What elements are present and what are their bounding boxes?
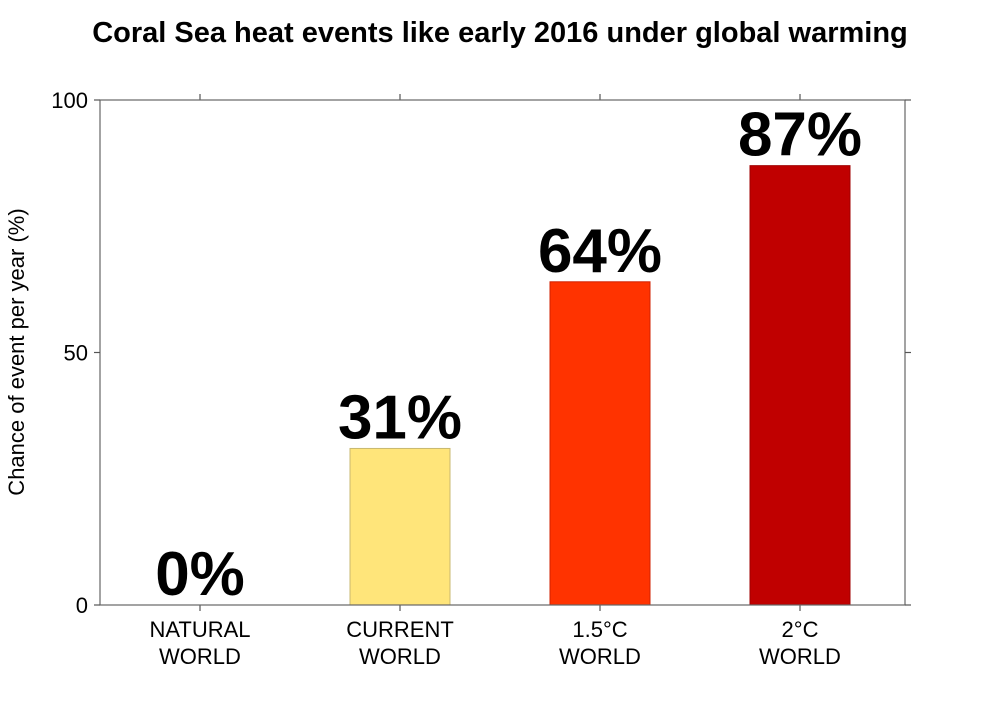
x-tick-label: WORLD	[759, 644, 841, 669]
x-tick-label: NATURAL	[149, 617, 250, 642]
x-tick-label: WORLD	[159, 644, 241, 669]
data-label: 87%	[738, 101, 862, 170]
data-label: 0%	[155, 540, 245, 609]
x-tick-label: WORLD	[359, 644, 441, 669]
y-tick-label: 100	[51, 88, 88, 113]
x-tick-label: 2°C	[782, 617, 819, 642]
bar	[549, 281, 651, 606]
y-axis-label: Chance of event per year (%)	[4, 208, 29, 495]
y-tick-label: 0	[76, 593, 88, 618]
x-tick-label: 1.5°C	[572, 617, 627, 642]
data-label: 31%	[338, 383, 462, 452]
y-tick-label: 50	[64, 341, 88, 366]
chart-title: Coral Sea heat events like early 2016 un…	[92, 17, 908, 49]
data-label: 64%	[538, 217, 662, 286]
x-tick-label: WORLD	[559, 644, 641, 669]
bar	[349, 447, 451, 606]
bar	[749, 165, 851, 606]
x-tick-label: CURRENT	[346, 617, 454, 642]
